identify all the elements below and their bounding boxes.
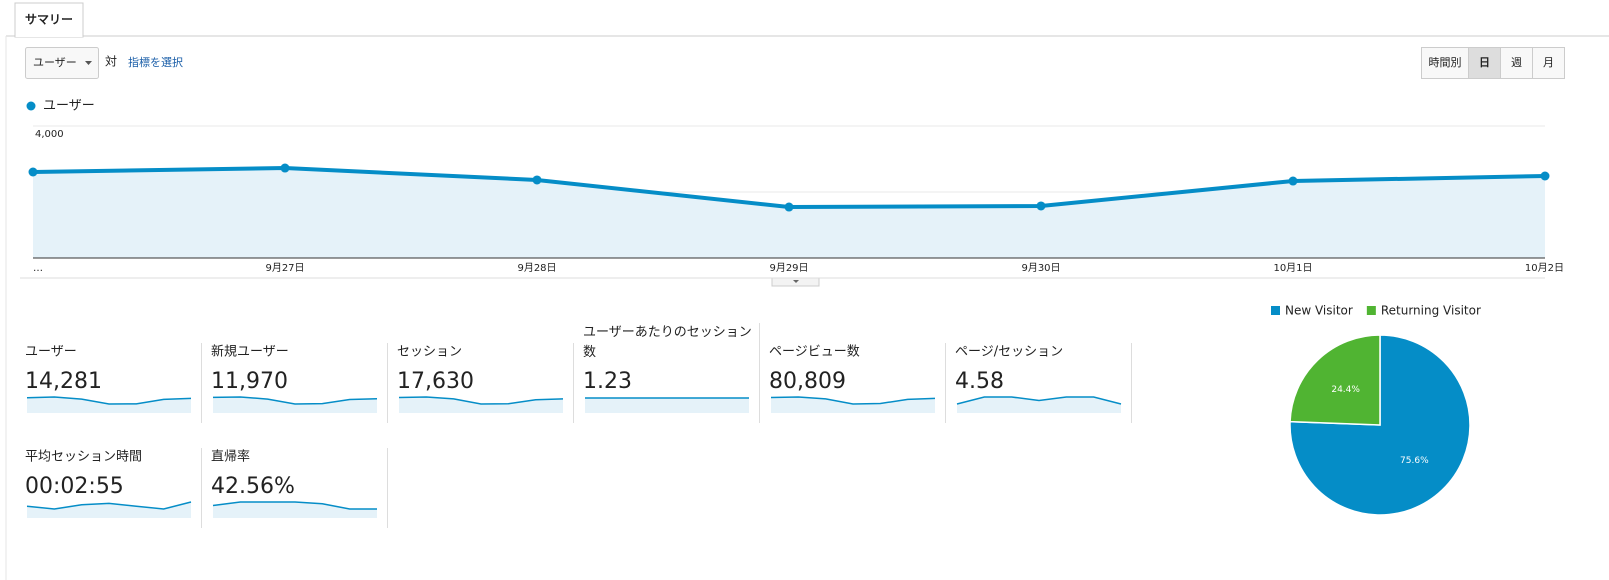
metric-value: 42.56%	[211, 474, 295, 499]
metric-label: ページ/セッション	[955, 345, 1063, 360]
sparkline-area	[957, 397, 1121, 413]
legend-dot	[26, 101, 36, 111]
sparkline	[212, 396, 378, 405]
metric-label: ページビュー数	[769, 345, 860, 360]
x-tick-label: 9月27日	[265, 262, 304, 274]
sparkline	[212, 501, 377, 510]
legend-label: ユーザー	[43, 99, 95, 114]
x-tick-label: 9月28日	[517, 262, 556, 274]
sparkline	[956, 396, 1122, 405]
metric-value: 14,281	[25, 369, 102, 394]
data-point	[532, 175, 542, 185]
granularity-label[interactable]: 月	[1543, 56, 1554, 69]
pie-slice	[1289, 334, 1381, 426]
tab-label[interactable]: サマリー	[25, 13, 73, 27]
metric-value: 4.58	[955, 369, 1004, 394]
data-point	[1288, 176, 1298, 186]
metric-label: 直帰率	[211, 449, 250, 465]
metric-label: 平均セッション時間	[25, 450, 142, 465]
sparkline-area	[399, 397, 563, 413]
data-point	[784, 202, 794, 212]
data-point	[1540, 171, 1550, 181]
granularity-label[interactable]: 時間別	[1429, 56, 1462, 69]
metric-value: 00:02:55	[25, 474, 124, 499]
x-tick-label: 9月29日	[769, 262, 808, 274]
sparkline-area	[27, 397, 191, 413]
metric-dropdown[interactable]	[25, 47, 99, 79]
sparkline	[398, 396, 564, 405]
metric-label: 新規ユーザー	[211, 344, 289, 360]
sparkline	[770, 396, 936, 405]
vs-label: 対	[105, 55, 117, 69]
tab[interactable]	[14, 2, 84, 38]
granularity-label[interactable]: 日	[1479, 56, 1490, 69]
x-tick-label: …	[33, 263, 43, 274]
metric-label: セッション	[397, 345, 462, 360]
metric-value: 17,630	[397, 369, 474, 394]
sparkline-area	[213, 502, 377, 518]
sparkline	[26, 396, 192, 405]
metric-value: 11,970	[211, 369, 288, 394]
y-tick-label: 4,000	[35, 129, 64, 140]
metric-label-line: ユーザーあたりのセッション	[583, 325, 752, 340]
select-metric-link[interactable]: 指標を選択	[128, 55, 183, 69]
sparkline-area	[585, 398, 749, 413]
data-point	[28, 167, 38, 177]
metric-label: ユーザーあたりのセッション数	[583, 325, 752, 360]
metric-value: 1.23	[583, 369, 632, 394]
granularity-button[interactable]	[1532, 47, 1565, 79]
data-point	[1036, 201, 1046, 211]
sparkline-area	[771, 397, 935, 413]
sparkline-area	[27, 502, 191, 518]
series-area	[33, 168, 1545, 258]
sparkline-area	[213, 397, 377, 413]
legend-swatch	[1366, 306, 1376, 315]
x-tick-label: 9月30日	[1021, 262, 1060, 274]
toggle-arrow	[793, 280, 799, 283]
legend-swatch	[1271, 306, 1280, 315]
metric-value: 80,809	[769, 369, 846, 394]
granularity-label[interactable]: 週	[1511, 56, 1522, 69]
legend-label: New Visitor	[1285, 304, 1353, 318]
dropdown-label[interactable]: ユーザー	[33, 56, 77, 69]
dropdown-arrow	[85, 61, 92, 65]
metric-label: ユーザー	[25, 345, 77, 360]
data-point	[280, 163, 290, 173]
x-tick-label: 10月2日	[1525, 262, 1564, 274]
slice-label: 24.4%	[1331, 385, 1360, 395]
slice-label: 75.6%	[1400, 456, 1429, 466]
metric-label-line: 数	[583, 345, 596, 360]
x-tick-label: 10月1日	[1273, 262, 1312, 274]
legend-label: Returning Visitor	[1381, 304, 1481, 318]
sparkline	[26, 501, 192, 510]
